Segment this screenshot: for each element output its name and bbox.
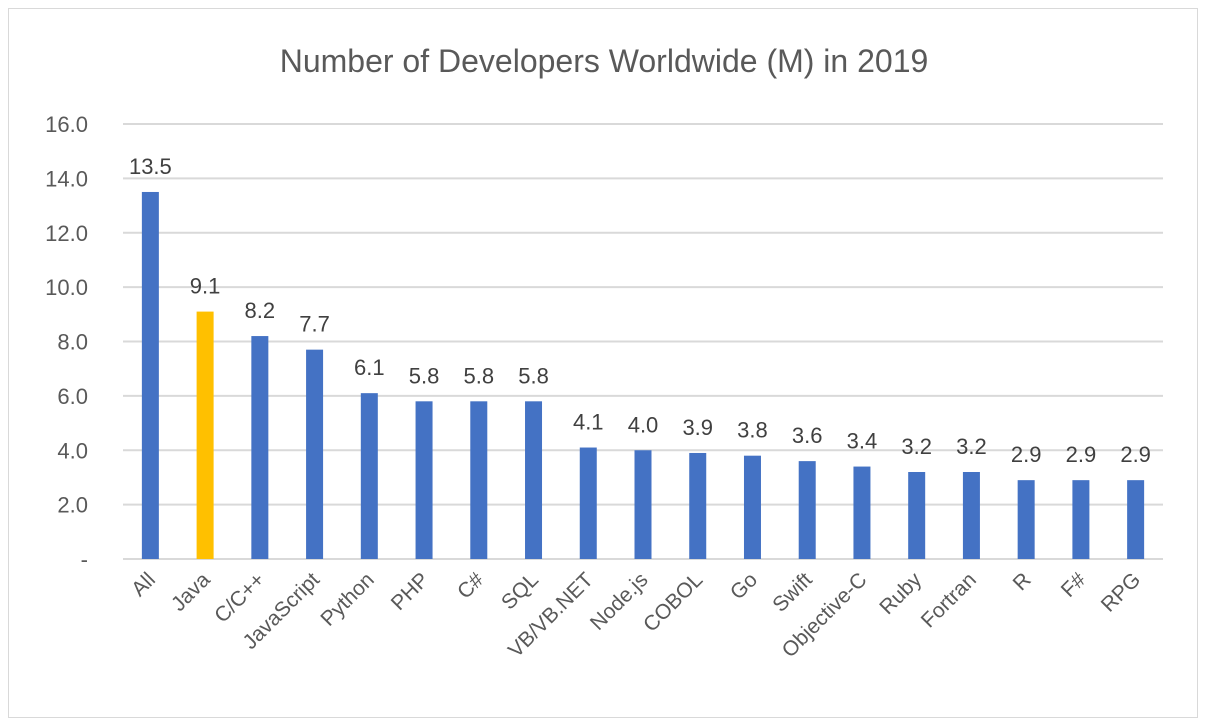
bar bbox=[196, 311, 214, 559]
data-label: 5.8 bbox=[518, 363, 549, 388]
y-tick-label: 16.0 bbox=[45, 112, 88, 137]
category-label: Java bbox=[167, 568, 215, 616]
data-label: 6.1 bbox=[354, 355, 385, 380]
bar bbox=[251, 336, 269, 559]
data-label: 8.2 bbox=[245, 298, 276, 323]
bar bbox=[853, 466, 871, 559]
chart-title: Number of Developers Worldwide (M) in 20… bbox=[280, 43, 929, 79]
bar bbox=[141, 191, 159, 559]
bar bbox=[634, 450, 652, 559]
y-tick-label: 12.0 bbox=[45, 221, 88, 246]
gridlines bbox=[123, 123, 1163, 560]
category-label: F# bbox=[1057, 568, 1091, 602]
y-tick-label: 4.0 bbox=[57, 438, 88, 463]
y-axis-ticks: - 2.0 4.0 6.0 8.0 10.0 12.0 14.0 16.0 bbox=[45, 112, 88, 572]
bar bbox=[470, 401, 488, 559]
bar bbox=[306, 349, 324, 559]
y-tick-label: 8.0 bbox=[57, 330, 88, 355]
bar bbox=[908, 472, 926, 559]
data-label: 3.2 bbox=[901, 434, 932, 459]
bars bbox=[141, 191, 1145, 559]
bar bbox=[798, 461, 816, 559]
bar bbox=[1127, 480, 1145, 559]
data-label: 5.8 bbox=[409, 363, 440, 388]
data-label: 13.5 bbox=[129, 154, 172, 179]
data-label: 3.6 bbox=[792, 423, 823, 448]
category-label: R bbox=[1009, 568, 1036, 595]
category-label: Ruby bbox=[875, 568, 926, 619]
bar bbox=[415, 401, 433, 559]
category-label: COBOL bbox=[639, 568, 707, 636]
category-label: RPG bbox=[1097, 568, 1145, 616]
data-label: 3.4 bbox=[847, 429, 878, 454]
data-label: 2.9 bbox=[1120, 442, 1151, 467]
category-label: C# bbox=[453, 568, 488, 603]
data-labels: 13.5 9.1 8.2 7.7 6.1 5.8 5.8 5.8 4.1 4.0 3.9 3.8 3.6… bbox=[129, 154, 1151, 467]
bar bbox=[360, 393, 378, 559]
bar bbox=[579, 447, 597, 559]
category-label: All bbox=[127, 568, 160, 601]
category-label: Python bbox=[316, 568, 379, 631]
data-label: 3.8 bbox=[737, 418, 768, 443]
y-tick-label: 2.0 bbox=[57, 493, 88, 518]
data-label: 7.7 bbox=[299, 312, 330, 337]
data-label: 3.2 bbox=[956, 434, 987, 459]
data-label: 9.1 bbox=[190, 274, 221, 299]
data-label: 4.1 bbox=[573, 410, 604, 435]
bar bbox=[689, 452, 707, 559]
category-label: PHP bbox=[387, 568, 434, 615]
data-label: 2.9 bbox=[1011, 442, 1042, 467]
bar bbox=[1072, 480, 1090, 559]
bar bbox=[525, 401, 543, 559]
y-tick-label: 6.0 bbox=[57, 384, 88, 409]
category-label: Fortran bbox=[917, 568, 981, 632]
y-tick-label: - bbox=[81, 547, 88, 572]
y-tick-label: 14.0 bbox=[45, 166, 88, 191]
category-label: Go bbox=[726, 568, 762, 604]
bar bbox=[962, 472, 980, 559]
bar bbox=[743, 455, 761, 559]
y-tick-label: 10.0 bbox=[45, 275, 88, 300]
data-label: 3.9 bbox=[682, 415, 713, 440]
category-label: Swift bbox=[768, 568, 817, 617]
data-label: 4.0 bbox=[628, 412, 659, 437]
data-label: 5.8 bbox=[463, 363, 494, 388]
bar bbox=[1017, 480, 1035, 559]
data-label: 2.9 bbox=[1066, 442, 1097, 467]
category-label: SQL bbox=[497, 568, 543, 614]
